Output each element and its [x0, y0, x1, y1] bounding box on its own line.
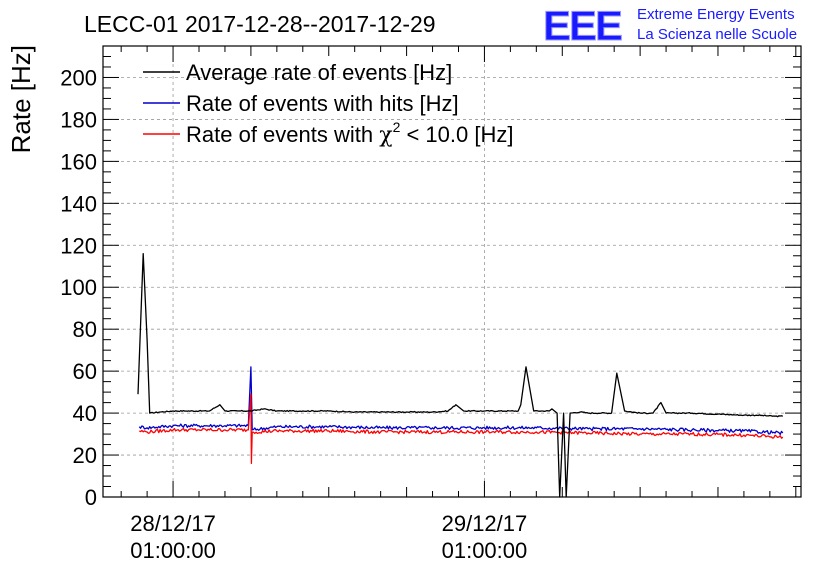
y-tick-label: 100 — [60, 275, 97, 300]
series-layer — [137, 253, 784, 498]
y-axis-label: Rate [Hz] — [6, 45, 36, 153]
legend-chi2-exp: 2 — [393, 119, 401, 135]
y-tick-label: 0 — [85, 485, 97, 510]
x-tick-label-date: 28/12/17 — [130, 511, 216, 536]
x-tick-label-time: 01:00:00 — [442, 538, 528, 563]
x-tick-label-time: 01:00:00 — [130, 538, 216, 563]
series-line-hits — [138, 366, 784, 435]
series-line-chi2 — [138, 393, 784, 465]
legend-chi2-suffix: < 10.0 [Hz] — [400, 122, 513, 147]
series-line-average — [137, 253, 783, 498]
y-tick-label: 160 — [60, 149, 97, 174]
legend-chi2-prefix: Rate of events with — [186, 122, 379, 147]
y-tick-label: 120 — [60, 233, 97, 258]
legend-label-chi2: Rate of events with χ2 < 10.0 [Hz] — [186, 119, 513, 148]
y-tick-label: 60 — [73, 359, 97, 384]
chart-title: LECC-01 2017-12-28--2017-12-29 — [84, 11, 436, 37]
y-tick-label: 180 — [60, 107, 97, 132]
legend: Average rate of events [Hz] Rate of even… — [143, 60, 513, 148]
y-tick-label: 200 — [60, 65, 97, 90]
y-tick-label: 40 — [73, 401, 97, 426]
y-tick-label: 140 — [60, 191, 97, 216]
legend-label-average: Average rate of events [Hz] — [186, 60, 452, 85]
eee-logo: EEE — [543, 2, 622, 49]
grid-lines — [103, 46, 801, 497]
org-name-line1: Extreme Energy Events — [637, 6, 795, 23]
legend-label-hits: Rate of events with hits [Hz] — [186, 91, 459, 116]
plot-frame — [102, 45, 802, 498]
y-tick-label: 20 — [73, 443, 97, 468]
org-name-line2: La Scienza nelle Scuole — [637, 26, 797, 43]
x-tick-label-date: 29/12/17 — [442, 511, 528, 536]
y-axis: 0 20 40 60 80 100 120 140 160 180 200 — [60, 55, 801, 510]
legend-chi2-symbol: χ — [379, 123, 392, 148]
y-tick-label: 80 — [73, 317, 97, 342]
